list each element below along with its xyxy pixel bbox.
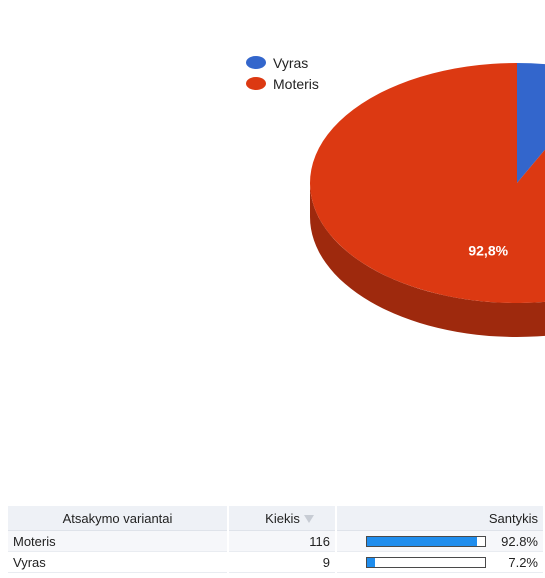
ratio-bar	[366, 556, 486, 568]
row-option: Moteris	[8, 530, 229, 552]
legend-item-moteris[interactable]: Moteris	[246, 73, 319, 94]
pie-side-moteris	[310, 183, 545, 337]
results-table: Atsakymo variantai Kiekis Santykis Moter…	[8, 506, 545, 573]
pie-chart-svg: 7,2%92,8%	[310, 63, 545, 337]
row-ratio: 7.2%	[336, 551, 545, 573]
ratio-bar-fill	[367, 536, 477, 546]
chart-legend: Vyras Moteris	[246, 52, 319, 94]
pie-slice-vyras[interactable]	[517, 63, 545, 183]
ratio-text: 92.8%	[501, 533, 538, 549]
row-count: 116	[228, 530, 337, 552]
header-ratio-label: Santykis	[488, 510, 538, 526]
ratio-bar	[366, 535, 486, 547]
header-option[interactable]: Atsakymo variantai	[8, 506, 229, 531]
pie-slice-moteris[interactable]	[310, 63, 545, 303]
ratio-bar-fill	[367, 557, 376, 567]
legend-label-moteris: Moteris	[273, 75, 319, 92]
row-option: Vyras	[8, 551, 229, 573]
legend-item-vyras[interactable]: Vyras	[246, 52, 319, 73]
legend-swatch-moteris	[246, 77, 266, 90]
row-count: 9	[228, 551, 337, 573]
header-ratio[interactable]: Santykis	[336, 506, 545, 531]
ratio-text: 7.2%	[508, 554, 538, 570]
sort-descending-icon	[303, 515, 314, 524]
pie-chart: 7,2%92,8% Vyras Moteris	[246, 52, 545, 337]
legend-swatch-vyras	[246, 56, 266, 69]
legend-label-vyras: Vyras	[273, 54, 309, 71]
data-label-moteris: 92,8%	[468, 243, 508, 259]
header-count-label: Kiekis	[265, 510, 300, 526]
header-count[interactable]: Kiekis	[228, 506, 337, 531]
header-option-label: Atsakymo variantai	[62, 510, 173, 526]
table-row: Moteris 116 92.8%	[8, 530, 545, 552]
table-row: Vyras 9 7.2%	[8, 551, 545, 573]
table-header-row: Atsakymo variantai Kiekis Santykis	[8, 506, 545, 531]
row-ratio: 92.8%	[336, 530, 545, 552]
